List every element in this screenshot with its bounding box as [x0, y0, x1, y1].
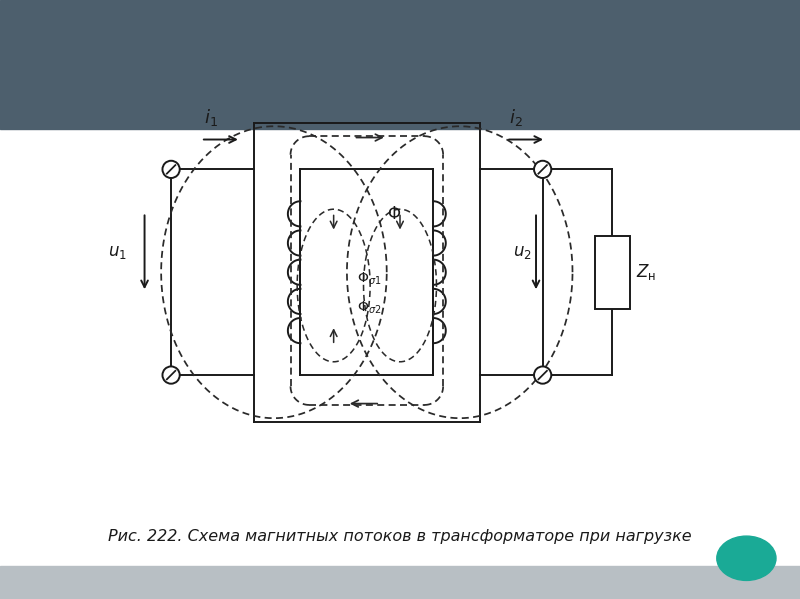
- Circle shape: [534, 161, 551, 178]
- Circle shape: [534, 367, 551, 384]
- Text: $\Phi$: $\Phi$: [386, 205, 401, 223]
- Circle shape: [717, 536, 776, 580]
- Bar: [0, 0, 800, 129]
- Circle shape: [162, 367, 180, 384]
- Text: $i_2$: $i_2$: [510, 107, 523, 128]
- Bar: [0, 566, 800, 599]
- Bar: [0, 129, 800, 566]
- Text: $i_1$: $i_1$: [204, 107, 218, 128]
- Text: $u_2$: $u_2$: [513, 243, 531, 261]
- Text: $\Phi_{\sigma 1}$: $\Phi_{\sigma 1}$: [357, 270, 382, 286]
- Text: $\Phi_{\sigma 2}$: $\Phi_{\sigma 2}$: [357, 300, 382, 316]
- Text: $Z_{\rm н}$: $Z_{\rm н}$: [636, 262, 657, 282]
- Bar: [595, 236, 630, 308]
- Text: $u_1$: $u_1$: [108, 243, 127, 261]
- Text: Рис. 222. Схема магнитных потоков в трансформаторе при нагрузке: Рис. 222. Схема магнитных потоков в тран…: [108, 528, 692, 544]
- Circle shape: [162, 161, 180, 178]
